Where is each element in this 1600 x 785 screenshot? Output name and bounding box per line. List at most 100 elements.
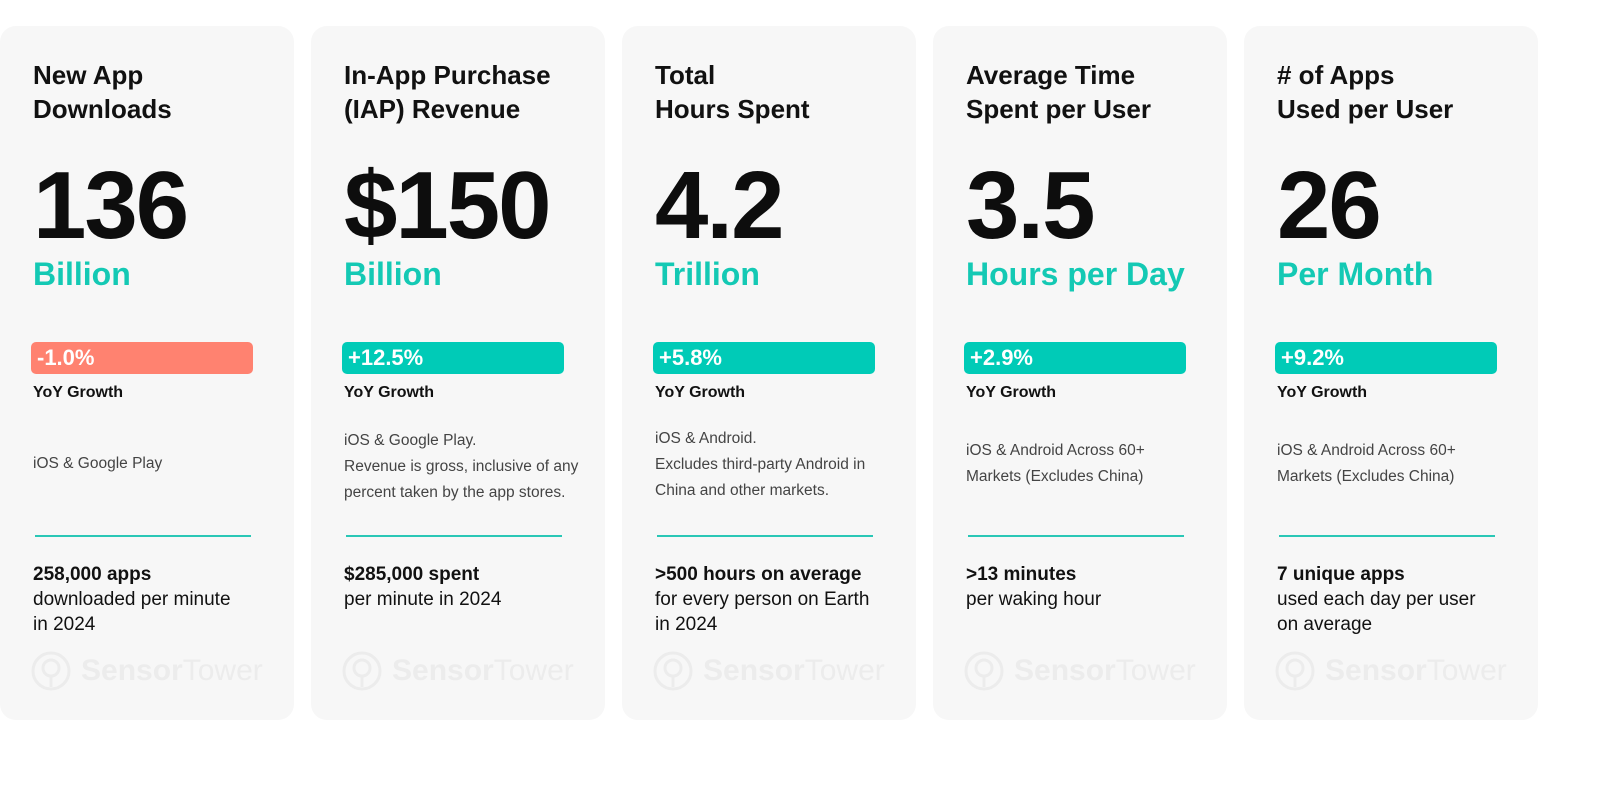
card-unit: Billion [344,256,442,292]
growth-label: YoY Growth [966,384,1057,401]
stat-card-average-time-spent: Average Time Spent per User 3.5 Hours pe… [933,26,1227,720]
note-line: iOS & Android. [655,430,757,447]
growth-badge: +5.8% [653,342,875,374]
sensor-tower-logo-icon [1275,651,1315,691]
card-title-line: Used per User [1277,94,1454,124]
stat-highlight: >500 hours on average [655,564,862,585]
card-value: 4.2 [655,152,784,259]
stat-line: in 2024 [33,614,96,635]
card-title: Average Time Spent per User [966,58,1206,126]
card-divider [346,535,562,537]
card-title-line: Average Time [966,60,1136,90]
note-line: iOS & Google Play [33,455,163,472]
watermark-word: Tower [1115,654,1196,687]
note-line: Markets (Excludes China) [1277,468,1455,485]
card-title-line: Hours Spent [655,94,810,124]
note-line: iOS & Android Across 60+ [1277,442,1456,459]
card-unit: Hours per Day [966,256,1185,292]
stat-highlight: >13 minutes [966,564,1077,585]
stat-highlight: $285,000 spent [344,564,480,585]
stat-card-new-app-downloads: New App Downloads 136 Billion -1.0% YoY … [0,26,294,720]
stat-line: per minute in 2024 [344,589,502,610]
growth-label: YoY Growth [344,384,435,401]
card-value: $150 [344,152,552,259]
card-value: 26 [1277,152,1382,259]
note-line: percent taken by the app stores. [344,484,566,501]
note-line: Markets (Excludes China) [966,468,1144,485]
stat-card-apps-used-per-user: # of Apps Used per User 26 Per Month +9.… [1244,26,1538,720]
stat-line: downloaded per minute [33,589,231,610]
card-divider [657,535,873,537]
watermark-word: Sensor [1014,654,1116,687]
watermark-word: Tower [804,654,885,687]
growth-badge: +9.2% [1275,342,1497,374]
note-line: China and other markets. [655,482,830,499]
card-title-line: In-App Purchase [344,60,551,90]
note-line: Revenue is gross, inclusive of any [344,458,579,475]
card-note: iOS & Android Across 60+ Markets (Exclud… [1277,438,1527,490]
stat-line: in 2024 [655,614,718,635]
sensor-tower-logo-icon [964,651,1004,691]
card-title-line: Total [655,60,716,90]
note-line: iOS & Android Across 60+ [966,442,1145,459]
growth-badge: -1.0% [31,342,253,374]
growth-label: YoY Growth [33,384,124,401]
card-note: iOS & Google Play. Revenue is gross, inc… [344,428,594,506]
card-title: New App Downloads [33,58,273,126]
card-stat: $285,000 spent per minute in 2024 [344,562,584,612]
watermark: SensorTower [653,649,885,693]
stat-card-iap-revenue: In-App Purchase (IAP) Revenue $150 Billi… [311,26,605,720]
card-divider [1279,535,1495,537]
watermark: SensorTower [31,649,263,693]
card-divider [35,535,251,537]
note-line: iOS & Google Play. [344,432,477,449]
watermark: SensorTower [964,649,1196,693]
card-title: # of Apps Used per User [1277,58,1517,126]
card-unit: Billion [33,256,131,292]
sensor-tower-logo-icon [342,651,382,691]
card-title-line: New App [33,60,144,90]
card-stat: >500 hours on average for every person o… [655,562,895,637]
watermark-word: Sensor [392,654,494,687]
watermark-word: Sensor [703,654,805,687]
stat-line: on average [1277,614,1373,635]
stat-card-total-hours-spent: Total Hours Spent 4.2 Trillion +5.8% YoY… [622,26,916,720]
card-value: 3.5 [966,152,1095,259]
watermark-word: Tower [493,654,574,687]
watermark-word: Tower [1426,654,1507,687]
watermark-word: Sensor [1325,654,1427,687]
sensor-tower-logo-icon [653,651,693,691]
card-title-line: # of Apps [1277,60,1395,90]
card-note: iOS & Google Play [33,451,283,477]
note-line: Excludes third-party Android in [655,456,866,473]
card-title-line: Downloads [33,94,172,124]
card-title-line: (IAP) Revenue [344,94,521,124]
card-title-line: Spent per User [966,94,1151,124]
card-title: Total Hours Spent [655,58,895,126]
stat-line: used each day per user [1277,589,1476,610]
card-divider [968,535,1184,537]
watermark: SensorTower [1275,649,1507,693]
card-unit: Per Month [1277,256,1434,292]
growth-badge: +2.9% [964,342,1186,374]
card-stat: 7 unique apps used each day per user on … [1277,562,1517,637]
card-note: iOS & Android Across 60+ Markets (Exclud… [966,438,1216,490]
card-stat: 258,000 apps downloaded per minute in 20… [33,562,273,637]
card-title: In-App Purchase (IAP) Revenue [344,58,584,126]
stat-highlight: 7 unique apps [1277,564,1405,585]
watermark-word: Tower [182,654,263,687]
growth-label: YoY Growth [655,384,746,401]
growth-label: YoY Growth [1277,384,1368,401]
watermark: SensorTower [342,649,574,693]
watermark-word: Sensor [81,654,183,687]
card-note: iOS & Android. Excludes third-party Andr… [655,426,905,504]
stat-highlight: 258,000 apps [33,564,152,585]
stat-line: per waking hour [966,589,1102,610]
growth-badge: +12.5% [342,342,564,374]
card-unit: Trillion [655,256,760,292]
card-value: 136 [33,152,189,259]
sensor-tower-logo-icon [31,651,71,691]
card-stat: >13 minutes per waking hour [966,562,1206,612]
stat-line: for every person on Earth [655,589,870,610]
